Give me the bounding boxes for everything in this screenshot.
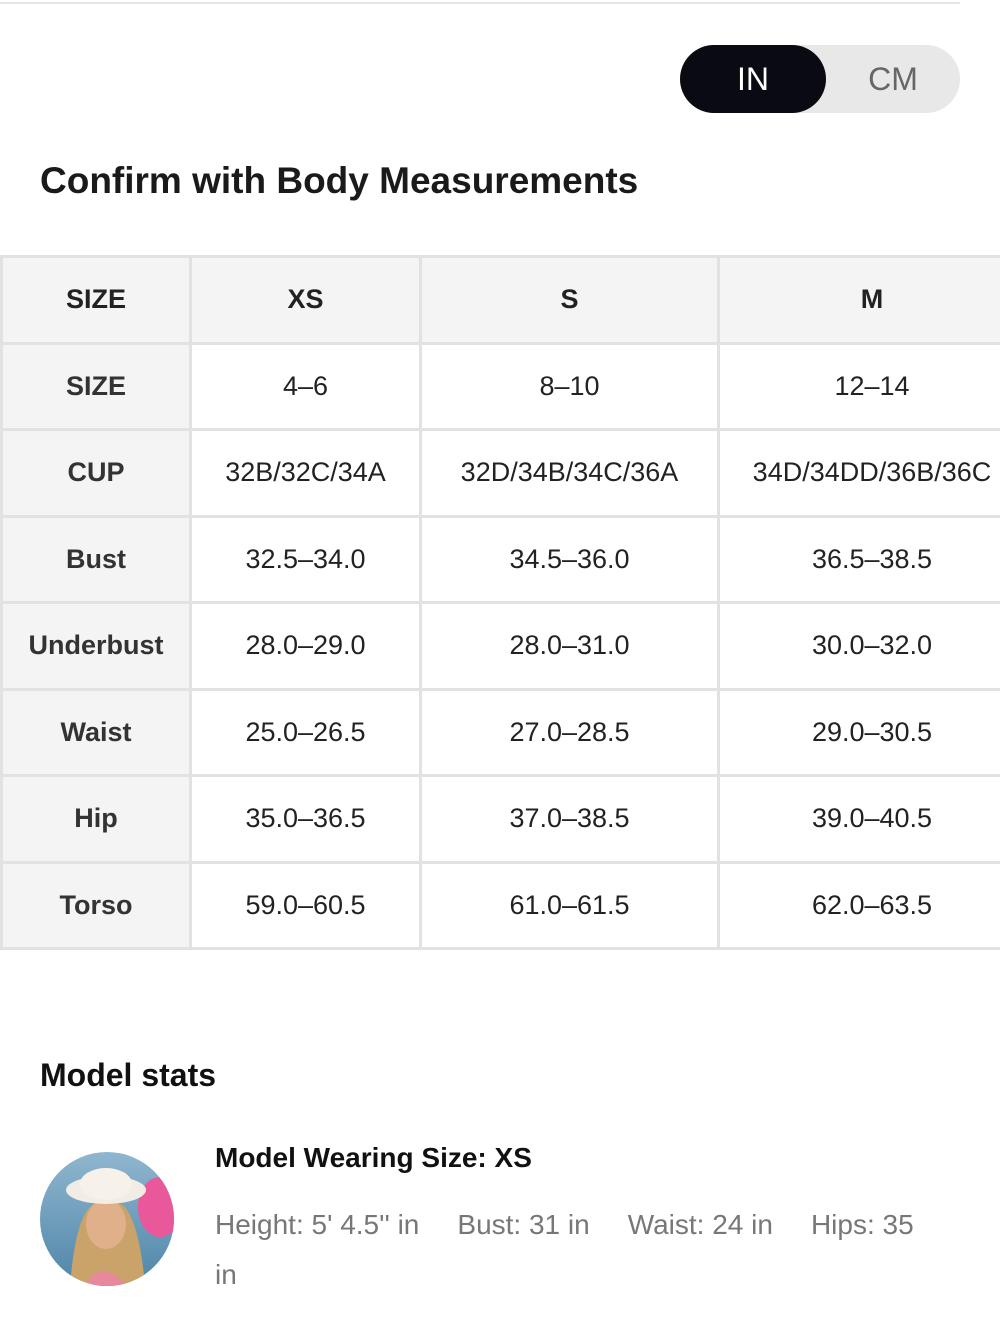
table-cell: 35.0–36.5 (189, 774, 422, 864)
table-cell: 59.0–60.5 (189, 860, 422, 950)
table-cell: 32B/32C/34A (189, 428, 422, 518)
table-row: Hip 35.0–36.5 37.0–38.5 39.0–40.5 (0, 774, 1000, 864)
table-cell: 29.0–30.5 (717, 687, 1000, 777)
row-label: Waist (0, 687, 192, 777)
title: Confirm with Body Measurements (40, 160, 639, 201)
model-wearing-size: Model Wearing Size: XS (215, 1142, 532, 1173)
row-label: Hip (0, 774, 192, 864)
unit-option[interactable]: IN (680, 45, 826, 113)
table-cell: 28.0–29.0 (189, 601, 422, 691)
stat: Waist: 24 in (627, 1209, 773, 1240)
table-cell: 62.0–63.5 (717, 860, 1000, 950)
stat: Hips: 35 in (215, 1209, 914, 1290)
header-cell: M (717, 255, 1000, 345)
unit-option[interactable]: CM (868, 60, 918, 97)
unit-toggle: IN CM (680, 45, 960, 113)
row-label: Torso (0, 860, 192, 950)
size-table: SIZE XS S M SIZE 4–6 8–10 12–14 CUP 32B/32C/34A 32… (0, 255, 1000, 950)
table-row: SIZE 4–6 8–10 12–14 (0, 341, 1000, 431)
row-label: CUP (0, 428, 192, 518)
table-cell: 28.0–31.0 (419, 601, 720, 691)
model-stats: Height: 5' 4.5'' in Bust: 31 in Waist: 24 … (215, 1200, 915, 1300)
table-cell: 4–6 (189, 341, 422, 431)
table-cell: 61.0–61.5 (419, 860, 720, 950)
row-label: SIZE (0, 341, 192, 431)
stat: Height: 5' 4.5'' in (215, 1209, 420, 1240)
table-cell: 30.0–32.0 (717, 601, 1000, 691)
table-cell: 34D/34DD/36B/36C (717, 428, 1000, 518)
table-cell: 12–14 (717, 341, 1000, 431)
table-cell: 37.0–38.5 (419, 774, 720, 864)
table-cell: 39.0–40.5 (717, 774, 1000, 864)
table-row: Torso 59.0–60.5 61.0–61.5 62.0–63.5 (0, 860, 1000, 950)
table-cell: 36.5–38.5 (717, 514, 1000, 604)
model-avatar (40, 1152, 174, 1286)
table-row: Bust 32.5–34.0 34.5–36.0 36.5–38.5 (0, 514, 1000, 604)
model-stats-heading: Model stats (40, 1057, 217, 1093)
header-cell: S (419, 255, 720, 345)
table-cell: 34.5–36.0 (419, 514, 720, 604)
table-cell: 32D/34B/34C/36A (419, 428, 720, 518)
header-cell: SIZE (0, 255, 192, 345)
table-row: CUP 32B/32C/34A 32D/34B/34C/36A 34D/34DD/36… (0, 428, 1000, 518)
table-row: Underbust 28.0–29.0 28.0–31.0 30.0–32.0 (0, 601, 1000, 691)
divider (0, 2, 960, 4)
stat: Bust: 31 in (457, 1209, 590, 1240)
table-row: Waist 25.0–26.5 27.0–28.5 29.0–30.5 (0, 687, 1000, 777)
table-container: SIZE XS S M SIZE 4–6 8–10 12–14 CUP 32B/32C/34A 32… (0, 255, 1000, 971)
row-label: Underbust (0, 601, 192, 691)
table-cell: 27.0–28.5 (419, 687, 720, 777)
header-cell: XS (189, 255, 422, 345)
header-row: SIZE XS S M (0, 255, 1000, 345)
row-label: Bust (0, 514, 192, 604)
table-cell: 32.5–34.0 (189, 514, 422, 604)
table-cell: 8–10 (419, 341, 720, 431)
table-cell: 25.0–26.5 (189, 687, 422, 777)
